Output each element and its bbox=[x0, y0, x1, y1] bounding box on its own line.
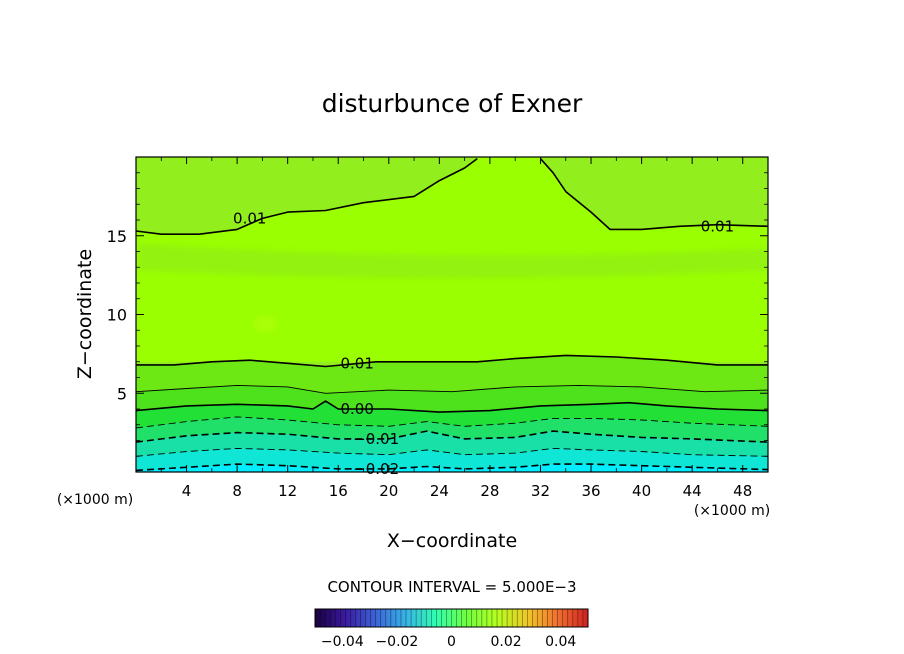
colorbar-tick-label: −0.02 bbox=[375, 634, 418, 650]
x-tick-label: 32 bbox=[531, 482, 550, 500]
contour-label: −0.01 bbox=[353, 430, 399, 448]
y-tick-label: 10 bbox=[107, 306, 127, 325]
contour-lines bbox=[136, 157, 768, 472]
x-tick-label: 8 bbox=[232, 482, 242, 500]
contour-line-m0_02-8 bbox=[136, 463, 768, 472]
contour-label: 0.01 bbox=[701, 217, 734, 235]
x-unit-right: (×1000 m) bbox=[694, 503, 770, 519]
contour-line-0_005-3 bbox=[136, 384, 768, 394]
contour-line-0_01-0 bbox=[136, 157, 478, 235]
contour-labels: 0.01 0.01 0.01 0.00 −0.01 −0.02 bbox=[233, 209, 734, 478]
colorbar bbox=[314, 608, 589, 628]
y-tick-label: 15 bbox=[107, 227, 127, 246]
x-axis-label: X−coordinate bbox=[387, 530, 517, 552]
y-tick-label: 5 bbox=[117, 384, 127, 403]
x-tick-label: 4 bbox=[182, 482, 192, 500]
filled-contour-area bbox=[136, 157, 768, 472]
contour-label: 0.00 bbox=[340, 400, 373, 418]
fill-highlight-spot bbox=[252, 315, 277, 332]
chart-title: disturbunce of Exner bbox=[322, 89, 583, 118]
colorbar-tick-label: 0.02 bbox=[491, 634, 522, 650]
contour-label: 0.01 bbox=[340, 354, 373, 372]
x-tick-label: 24 bbox=[430, 482, 449, 500]
contour-line-m0_015-7 bbox=[136, 447, 768, 457]
contour-line-m0_005-5 bbox=[136, 416, 768, 429]
y-axis-ticks: 5 10 15 bbox=[107, 172, 768, 457]
contour-interval-label: CONTOUR INTERVAL = 5.000E−3 bbox=[327, 578, 576, 596]
x-tick-label: 48 bbox=[733, 482, 752, 500]
colorbar-tick-label: 0.04 bbox=[545, 634, 576, 650]
fill-band-m0-02 bbox=[136, 464, 768, 472]
colorbar-tick-label: −0.04 bbox=[321, 634, 364, 650]
x-tick-label: 20 bbox=[379, 482, 398, 500]
contour-label: 0.01 bbox=[233, 209, 266, 227]
contour-label: −0.02 bbox=[353, 460, 399, 478]
contour-line-0_01-1 bbox=[539, 158, 768, 231]
x-tick-label: 40 bbox=[632, 482, 651, 500]
x-tick-label: 44 bbox=[683, 482, 702, 500]
colorbar-tick-label: 0 bbox=[447, 634, 456, 650]
contour-line-0_01-2 bbox=[136, 354, 768, 368]
x-unit-left: (×1000 m) bbox=[57, 492, 133, 508]
x-tick-label: 12 bbox=[278, 482, 297, 500]
x-tick-label: 28 bbox=[480, 482, 499, 500]
fill-upper-band bbox=[136, 243, 768, 279]
colorbar-tick-labels: −0.04 −0.02 0 0.02 0.04 bbox=[321, 634, 577, 650]
x-axis-ticks: 4 8 12 16 20 24 28 32 36 40 44 48 bbox=[160, 157, 752, 500]
y-axis-label: Z−coordinate bbox=[74, 249, 96, 379]
x-tick-label: 16 bbox=[329, 482, 348, 500]
contour-line-m0_01-6 bbox=[136, 430, 768, 443]
x-tick-label: 36 bbox=[581, 482, 600, 500]
contour-line-0-4 bbox=[136, 400, 768, 413]
